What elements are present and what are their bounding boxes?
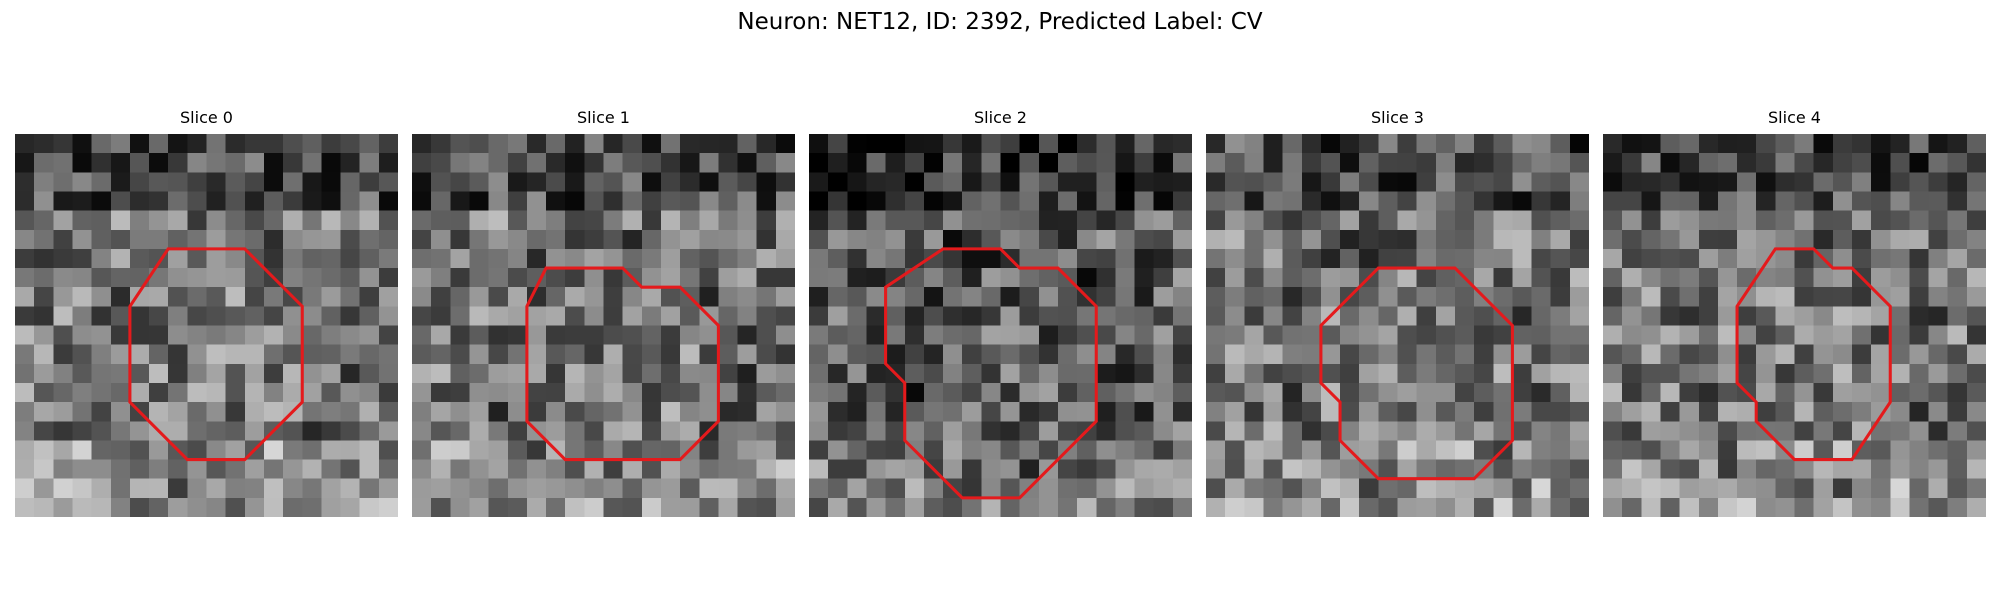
slice-0-title: Slice 0 (180, 108, 233, 127)
slice-3-panel (1206, 134, 1589, 517)
slice-4-title: Slice 4 (1768, 108, 1821, 127)
slice-1-roi-overlay (525, 266, 720, 462)
slice-1-roi-outline (525, 266, 720, 462)
slice-4-roi-outline (1735, 247, 1892, 462)
slice-4-roi-overlay (1735, 247, 1892, 462)
slice-2-panel (809, 134, 1192, 517)
slice-3-roi-overlay (1319, 266, 1514, 481)
slice-4-panel (1603, 134, 1986, 517)
slice-3-roi-outline (1319, 266, 1514, 481)
slice-0-image (15, 134, 398, 517)
slice-2-roi-outline (884, 247, 1098, 500)
slice-1-panel (412, 134, 795, 517)
slice-0-roi-overlay (128, 247, 304, 462)
slice-4-image (1603, 134, 1986, 517)
slice-3-title: Slice 3 (1371, 108, 1424, 127)
slice-0-roi-outline (128, 247, 304, 462)
slice-2-image (809, 134, 1192, 517)
slice-1-image (412, 134, 795, 517)
slice-0-panel (15, 134, 398, 517)
figure-title: Neuron: NET12, ID: 2392, Predicted Label… (737, 9, 1263, 35)
slice-2-roi-overlay (884, 247, 1098, 500)
slice-2-title: Slice 2 (974, 108, 1027, 127)
slice-3-image (1206, 134, 1589, 517)
slice-1-title: Slice 1 (577, 108, 630, 127)
